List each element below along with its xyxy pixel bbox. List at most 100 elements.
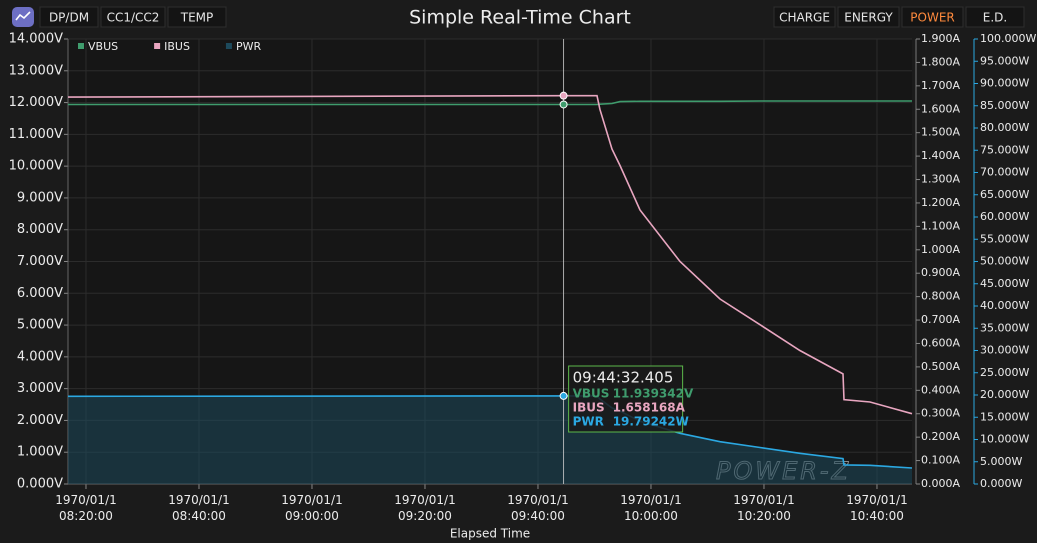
line [67, 94, 913, 415]
tooltip-value: 11.939342V [613, 387, 694, 401]
chart-title: Simple Real-Time Chart [409, 7, 631, 29]
y3-tick-label: 75.000W [980, 143, 1029, 156]
tab-button[interactable] [100, 6, 166, 28]
y-tick-label: 12.000V [9, 95, 63, 110]
tab-button[interactable] [773, 6, 836, 28]
x-tick-label: 1970/01/1 08:20:00 [55, 493, 117, 523]
y2-tick-label: 1.100A [921, 219, 960, 232]
y-tick-label: 6.000V [17, 286, 63, 301]
y-tick-label: 11.000V [9, 127, 63, 142]
area [68, 395, 912, 484]
y3-tick-label: 5.000W [980, 455, 1022, 468]
app-icon-glyph [15, 11, 31, 21]
y2-tick-label: 0.600A [921, 336, 960, 349]
y3-tick-label: 65.000W [980, 188, 1029, 201]
y-tick-label: 13.000V [9, 63, 63, 78]
y2-tick-label: 1.800A [921, 55, 960, 68]
y3-tick-label: 90.000W [980, 77, 1029, 90]
y3-tick-label: 0.000W [980, 477, 1022, 490]
tab-label[interactable]: TEMP [180, 11, 214, 25]
x-tick-label: 1970/01/1 10:40:00 [846, 493, 908, 523]
hover-point [559, 100, 568, 109]
x-tick-label: 1970/01/1 10:00:00 [620, 493, 682, 523]
x-tick-label: 1970/01/1 09:20:00 [394, 493, 456, 523]
y-tick-label: 0.000V [17, 477, 63, 492]
y3-tick-label: 30.000W [980, 344, 1029, 357]
y2-tick-label: 1.500A [921, 126, 960, 139]
tooltip-time: 09:44:32.405 [573, 369, 674, 387]
tab-button[interactable] [167, 6, 227, 28]
y3-tick-label: 55.000W [980, 232, 1029, 245]
y2-tick-label: 0.200A [921, 430, 960, 443]
y3-tick-label: 10.000W [980, 433, 1029, 446]
y2-tick-label: 1.400A [921, 149, 960, 162]
tooltip-name: IBUS [573, 401, 605, 415]
x-axis-title: Elapsed Time [450, 527, 530, 541]
y-tick-label: 4.000V [17, 349, 63, 364]
y2-tick-label: 0.400A [921, 383, 960, 396]
legend-label[interactable]: PWR [236, 40, 262, 53]
y3-tick-label: 45.000W [980, 277, 1029, 290]
y-tick-label: 7.000V [17, 254, 63, 269]
y2-tick-label: 0.700A [921, 313, 960, 326]
tab-label[interactable]: E.D. [983, 11, 1007, 25]
y2-tick-label: 0.300A [921, 407, 960, 420]
y2-tick-label: 0.500A [921, 360, 960, 373]
y3-tick-label: 85.000W [980, 99, 1029, 112]
tooltip-name: VBUS [573, 387, 610, 401]
y2-tick-label: 1.300A [921, 173, 960, 186]
tab-button[interactable] [39, 6, 99, 28]
y3-tick-label: 15.000W [980, 410, 1029, 423]
tab-button[interactable] [965, 6, 1025, 28]
y3-tick-label: 25.000W [980, 366, 1029, 379]
legend-swatch[interactable] [154, 43, 161, 49]
y3-tick-label: 20.000W [980, 388, 1029, 401]
tooltip-value: 19.79242W [613, 415, 689, 429]
y2-tick-label: 1.900A [921, 32, 960, 45]
y2-tick-label: 0.900A [921, 266, 960, 279]
tooltip-name: PWR [573, 415, 604, 429]
tab-button[interactable] [901, 6, 964, 28]
y-tick-label: 9.000V [17, 190, 63, 205]
y2-tick-label: 1.200A [921, 196, 960, 209]
tab-button[interactable] [837, 6, 900, 28]
tooltip-value: 1.658168A [613, 401, 686, 415]
y2-tick-label: 0.100A [921, 454, 960, 467]
x-tick-label: 1970/01/1 09:40:00 [507, 493, 569, 523]
y3-tick-label: 80.000W [980, 121, 1029, 134]
tab-label[interactable]: POWER [910, 11, 954, 25]
y2-tick-label: 0.800A [921, 290, 960, 303]
y-tick-label: 3.000V [17, 381, 63, 396]
y-tick-label: 5.000V [17, 318, 63, 333]
legend-label[interactable]: IBUS [164, 40, 190, 53]
y3-tick-label: 100.000W [980, 32, 1036, 45]
y2-tick-label: 1.000A [921, 243, 960, 256]
y3-tick-label: 50.000W [980, 255, 1029, 268]
legend-swatch[interactable] [78, 43, 84, 49]
tab-label[interactable]: ENERGY [844, 11, 893, 25]
tab-label[interactable]: CC1/CC2 [107, 11, 160, 25]
y-tick-label: 1.000V [17, 445, 63, 460]
tab-label[interactable]: CHARGE [779, 11, 830, 25]
tab-label[interactable]: DP/DM [49, 11, 89, 25]
y3-tick-label: 40.000W [980, 299, 1029, 312]
legend-swatch[interactable] [225, 43, 232, 49]
y-tick-label: 14.000V [9, 32, 63, 47]
line [68, 100, 912, 106]
y2-tick-label: 1.700A [921, 79, 960, 92]
y2-tick-label: 0.000A [921, 477, 960, 490]
x-tick-label: 1970/01/1 08:40:00 [168, 493, 230, 523]
y-tick-label: 8.000V [17, 222, 63, 237]
y-tick-label: 2.000V [17, 413, 63, 428]
y3-tick-label: 95.000W [980, 54, 1029, 67]
x-tick-label: 1970/01/1 09:00:00 [281, 493, 343, 523]
legend-label[interactable]: VBUS [88, 40, 118, 53]
y-tick-label: 10.000V [9, 159, 63, 174]
y3-tick-label: 35.000W [980, 321, 1029, 334]
y3-tick-label: 70.000W [980, 166, 1029, 179]
y3-tick-label: 60.000W [980, 210, 1029, 223]
hover-point [559, 391, 568, 400]
hover-point [559, 91, 568, 100]
